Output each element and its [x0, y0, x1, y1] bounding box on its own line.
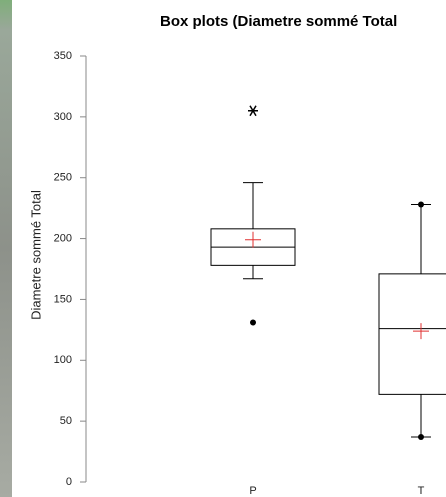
- y-tick-label: 50: [60, 415, 72, 427]
- outlier: [250, 320, 256, 326]
- y-axis-title: Diametre sommé Total: [28, 190, 43, 320]
- outlier: [248, 106, 258, 116]
- page: {"chart_data": { "type": "box", "title":…: [0, 0, 446, 497]
- y-tick-label: 250: [54, 172, 72, 184]
- chart: Box plots (Diametre sommé Total Diametre…: [0, 0, 446, 497]
- x-tick-label: P: [249, 485, 256, 497]
- background-strip: [0, 0, 12, 497]
- y-tick-label: 100: [54, 354, 72, 366]
- mean-marker: [413, 323, 429, 339]
- outlier: [418, 434, 424, 440]
- y-tick-label: 200: [54, 232, 72, 244]
- chart-title: Box plots (Diametre sommé Total: [160, 13, 397, 30]
- y-tick-label: 300: [54, 111, 72, 123]
- y-tick-label: 350: [54, 50, 72, 62]
- y-tick-label: 150: [54, 293, 72, 305]
- y-tick-label: 0: [66, 476, 72, 488]
- x-tick-label: T: [418, 485, 425, 497]
- mean-marker: [245, 232, 261, 248]
- outlier: [418, 201, 424, 207]
- box: [379, 274, 446, 394]
